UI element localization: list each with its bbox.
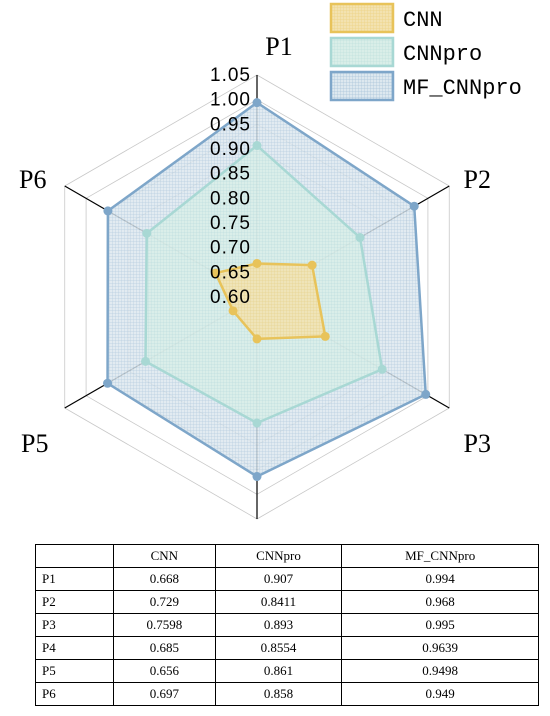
table-row: P6 0.697 0.858 0.949 — [35, 682, 539, 706]
table-cell: 0.697 — [113, 682, 216, 706]
tick-label: 1.00 — [210, 90, 251, 111]
table-header-cell — [35, 544, 114, 568]
table-row-label: P6 — [35, 682, 114, 706]
table-cell: 0.9639 — [341, 636, 539, 660]
legend-swatch-cnn — [329, 2, 395, 34]
table-cell: 0.656 — [113, 659, 216, 683]
data-point-cnnpro-p6 — [142, 228, 152, 238]
table-cell: 0.995 — [341, 613, 539, 637]
tick-label: 0.85 — [210, 164, 251, 185]
table-cell: 0.968 — [341, 590, 539, 614]
axis-label-p1: P1 — [265, 32, 292, 61]
table-row: P5 0.656 0.861 0.9498 — [35, 659, 539, 683]
table-row-label: P2 — [35, 590, 114, 614]
legend-swatch-cnnpro — [329, 36, 395, 68]
table-row: P3 0.7598 0.893 0.995 — [35, 613, 539, 637]
tick-label: 1.05 — [210, 65, 251, 86]
data-point-cnn-p1 — [252, 258, 262, 268]
table-cell: 0.9498 — [341, 659, 539, 683]
table-header-cell: CNN — [113, 544, 216, 568]
table-row: P4 0.685 0.8554 0.9639 — [35, 636, 539, 660]
data-point-mf_cnnpro-p3 — [421, 389, 431, 399]
data-point-cnn-p2 — [307, 260, 317, 270]
radar-chart: 1.05 1.00 0.95 0.90 0.85 0.80 0.75 0.70 0.65 0.60… — [19, 2, 522, 520]
data-point-cnn-p6 — [211, 268, 221, 278]
data-point-cnnpro-p3 — [377, 364, 387, 374]
data-point-mf_cnnpro-p6 — [103, 206, 113, 216]
tick-label: 0.80 — [210, 188, 251, 209]
axis-label-p2: P2 — [464, 165, 491, 194]
data-point-cnnpro-p4 — [252, 418, 262, 428]
legend-swatch-mf_cnnpro — [329, 70, 395, 102]
data-point-mf_cnnpro-p1 — [252, 98, 262, 108]
axis-label-p6: P6 — [19, 165, 46, 194]
table-header-cell: CNNpro — [214, 544, 343, 568]
table-header-cell: MF_CNNpro — [341, 544, 539, 568]
table-header-row: CNN CNNpro MF_CNNpro — [35, 544, 539, 568]
table-row-label: P5 — [35, 659, 114, 683]
data-point-cnnpro-p1 — [252, 141, 262, 151]
table-cell: 0.668 — [113, 567, 216, 591]
table-cell: 0.858 — [214, 682, 343, 706]
data-point-cnnpro-p2 — [355, 233, 365, 243]
radar-tick-labels: 1.05 1.00 0.95 0.90 0.85 0.80 0.75 0.70 0.65 0.60 — [210, 65, 251, 308]
results-table: CNN CNNpro MF_CNNpro P1 0.668 0.907 0.99… — [35, 544, 539, 706]
radar-axis-labels: P1P2P3P4P5P6 — [19, 32, 491, 458]
legend: CNN CNNpro MF_CNNpro — [329, 2, 522, 102]
data-point-cnn-p3 — [320, 331, 330, 341]
tick-label: 0.75 — [210, 213, 251, 234]
tick-label: 0.60 — [210, 287, 251, 308]
table-cell: 0.994 — [341, 567, 539, 591]
tick-label: 0.90 — [210, 139, 251, 160]
table-cell: 0.907 — [214, 567, 343, 591]
axis-label-p3: P3 — [464, 429, 491, 458]
legend-label-cnn: CNN — [403, 8, 443, 33]
table-cell: 0.8411 — [214, 590, 343, 614]
table-row-label: P1 — [35, 567, 114, 591]
table-cell: 0.893 — [214, 613, 343, 637]
table-cell: 0.729 — [113, 590, 216, 614]
table-row: P2 0.729 0.8411 0.968 — [35, 590, 539, 614]
tick-label: 0.95 — [210, 114, 251, 135]
table-row-label: P3 — [35, 613, 114, 637]
table-row: P1 0.668 0.907 0.994 — [35, 567, 539, 591]
table-cell: 0.7598 — [113, 613, 216, 637]
data-point-cnn-p5 — [228, 306, 238, 316]
data-point-cnnpro-p5 — [140, 356, 150, 366]
tick-label: 0.65 — [210, 262, 251, 283]
legend-label-mf_cnnpro: MF_CNNpro — [403, 76, 522, 101]
table-cell: 0.685 — [113, 636, 216, 660]
data-point-cnn-p4 — [252, 334, 262, 344]
table-cell: 0.8554 — [214, 636, 343, 660]
axis-label-p5: P5 — [21, 429, 48, 458]
table-row-label: P4 — [35, 636, 114, 660]
data-point-mf_cnnpro-p5 — [103, 378, 113, 388]
table-cell: 0.861 — [214, 659, 343, 683]
data-point-mf_cnnpro-p2 — [409, 201, 419, 211]
radar-series — [103, 98, 431, 482]
data-point-mf_cnnpro-p4 — [252, 472, 262, 482]
tick-label: 0.70 — [210, 238, 251, 259]
table-cell: 0.949 — [341, 682, 539, 706]
legend-label-cnnpro: CNNpro — [403, 42, 482, 67]
